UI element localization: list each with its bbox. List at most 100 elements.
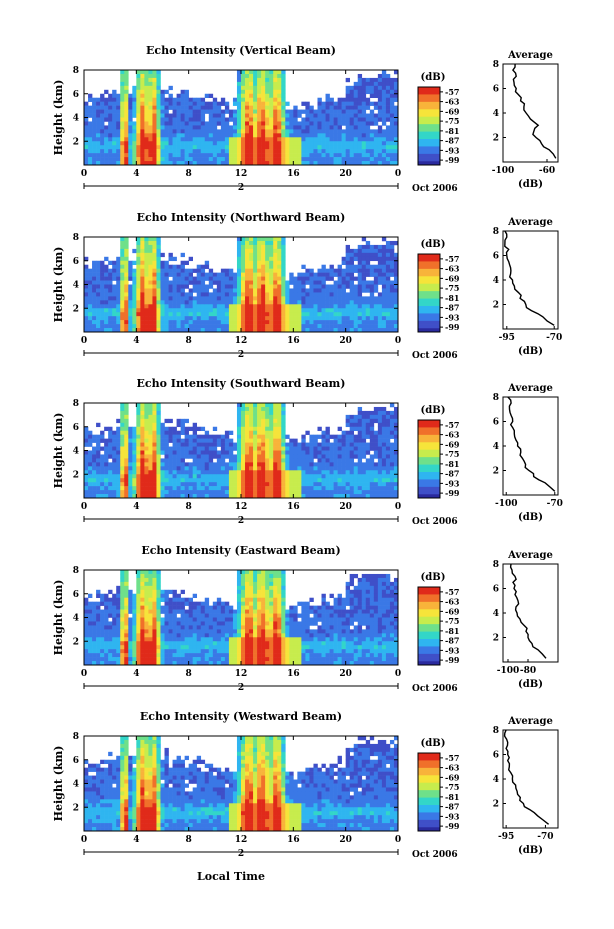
heatmap-cell (236, 121, 242, 126)
heatmap-cell (180, 117, 185, 122)
heatmap-cell (124, 458, 129, 463)
heatmap-cell (377, 434, 383, 439)
heatmap-cell (393, 422, 399, 428)
heatmap-cell (112, 438, 117, 443)
heatmap-cell (204, 276, 210, 281)
heatmap-cell (297, 466, 302, 471)
heatmap-cell (220, 458, 226, 463)
heatmap-cell (393, 430, 399, 435)
heatmap-cell (257, 418, 262, 424)
heatmap-cell (329, 482, 334, 487)
heatmap-cell (301, 304, 306, 309)
heatmap-cell (317, 482, 322, 487)
heatmap-cell (249, 450, 254, 455)
heatmap-cell (104, 101, 109, 106)
heatmap-cell (228, 454, 234, 459)
heatmap-cell (381, 446, 387, 451)
heatmap-cell (345, 414, 350, 420)
heatmap-cell (144, 101, 149, 106)
heatmap-cell (196, 272, 202, 277)
colorbar-swatch (418, 490, 440, 495)
heatmap-cell (285, 316, 290, 321)
heatmap-cell (120, 97, 125, 102)
heatmap-cell (164, 145, 169, 150)
heatmap-cell (357, 462, 363, 467)
heatmap-cell (273, 145, 278, 150)
heatmap-cell (265, 406, 270, 412)
heatmap-cell (385, 462, 391, 467)
heatmap-cell (236, 268, 242, 273)
heatmap-cell (144, 81, 149, 87)
heatmap-cell (136, 237, 141, 242)
heatmap-cell (212, 308, 218, 313)
heatmap-cell (249, 256, 254, 262)
heatmap-cell (245, 157, 250, 162)
heatmap-cell (228, 324, 234, 329)
heatmap-cell (108, 470, 113, 475)
colorbar-swatch (418, 457, 440, 462)
heatmap-cell (269, 141, 274, 146)
heatmap-cell (269, 434, 274, 439)
heatmap-cell (269, 97, 274, 102)
heatmap-cell (321, 430, 326, 435)
heatmap-cell (309, 280, 314, 285)
heatmap-cell (381, 237, 387, 242)
heatmap-cell (108, 442, 113, 447)
heatmap-cell (385, 328, 391, 333)
heatmap-cell (168, 129, 173, 134)
heatmap-cell (236, 141, 242, 146)
heatmap-cell (200, 153, 206, 158)
heatmap-cell (297, 121, 302, 126)
heatmap-cell (389, 300, 395, 305)
heatmap-cell (164, 466, 169, 471)
heatmap-cell (357, 125, 363, 130)
heatmap-cell (249, 85, 254, 91)
heatmap-cell (337, 97, 342, 102)
heatmap-cell (309, 454, 314, 459)
heatmap-cell (321, 109, 326, 114)
heatmap-cell (208, 300, 214, 305)
heatmap-cell (373, 450, 379, 455)
heatmap-cell (365, 157, 371, 162)
heatmap-cell (160, 137, 165, 142)
heatmap-cell (265, 454, 270, 459)
heatmap-cell (204, 133, 210, 138)
heatmap-cell (108, 312, 113, 317)
heatmap-cell (132, 486, 137, 491)
heatmap-cell (257, 161, 262, 166)
heatmap-cell (188, 316, 193, 321)
heatmap-cell (112, 101, 117, 106)
heatmap-cell (96, 260, 101, 266)
heatmap-cell (84, 450, 89, 455)
heatmap-cell (152, 85, 157, 91)
heatmap-cell (241, 81, 246, 87)
heatmap-cell (176, 101, 181, 106)
heatmap-cell (341, 133, 346, 138)
heatmap-cell (236, 260, 242, 266)
heatmap-cell (289, 458, 294, 463)
heatmap-cell (257, 434, 262, 439)
heatmap-cell (156, 494, 161, 499)
heatmap-cell (196, 458, 202, 463)
heatmap-cell (341, 308, 346, 313)
heatmap-cell (192, 149, 198, 154)
heatmap-cell (257, 145, 262, 150)
heatmap-cell (241, 264, 246, 269)
heatmap-cell (269, 458, 274, 463)
heatmap-cell (140, 117, 145, 122)
heatmap-cell (136, 77, 141, 83)
heatmap-cell (100, 613, 105, 618)
heatmap-cell (261, 470, 266, 475)
heatmap-cell (321, 149, 326, 154)
heatmap-cell (261, 237, 266, 242)
heatmap-cell (357, 85, 363, 91)
heatmap-cell (325, 466, 330, 471)
heatmap-cell (88, 137, 93, 142)
heatmap-cell (241, 70, 246, 75)
heatmap-cell (381, 300, 387, 305)
heatmap-cell (104, 442, 109, 447)
colorbar-swatch (418, 272, 440, 277)
heatmap-cell (349, 486, 355, 491)
heatmap-cell (84, 645, 89, 650)
